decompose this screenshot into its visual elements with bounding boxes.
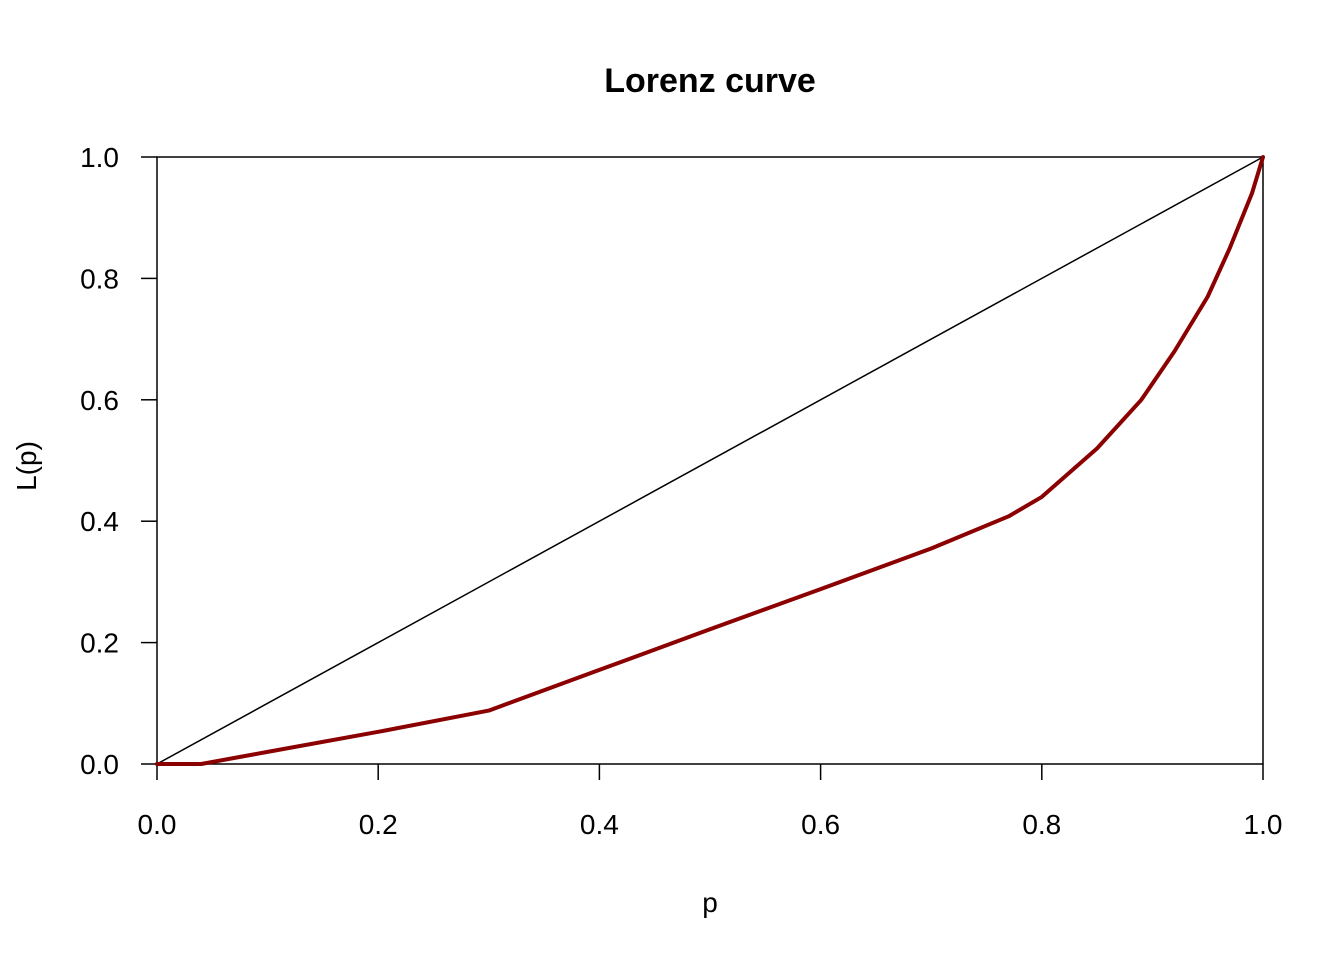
- plot-frame: [156, 156, 1264, 765]
- y-axis: 0.0 0.2 0.4 0.6 0.8 1.0: [80, 142, 157, 780]
- x-tick-label: 1.0: [1244, 809, 1283, 840]
- x-tick-label: 0.8: [1022, 809, 1061, 840]
- y-axis-label: L(p): [11, 441, 42, 491]
- plot-box: [156, 156, 1264, 765]
- y-tick-label: 0.0: [80, 749, 119, 780]
- x-tick-label: 0.6: [801, 809, 840, 840]
- x-axis: 0.0 0.2 0.4 0.6 0.8 1.0: [138, 764, 1283, 840]
- y-tick-label: 1.0: [80, 142, 119, 173]
- lorenz-curve: [155, 155, 1265, 766]
- x-tick-label: 0.0: [138, 809, 177, 840]
- x-axis-label: p: [702, 887, 718, 918]
- x-tick-label: 0.2: [359, 809, 398, 840]
- series-layer: [155, 155, 1265, 766]
- y-tick-label: 0.4: [80, 506, 119, 537]
- chart-title: Lorenz curve: [604, 62, 816, 100]
- equality-line: [156, 156, 1264, 765]
- y-tick-label: 0.2: [80, 628, 119, 659]
- x-tick-label: 0.4: [580, 809, 619, 840]
- y-tick-label: 0.8: [80, 263, 119, 294]
- y-tick-label: 0.6: [80, 385, 119, 416]
